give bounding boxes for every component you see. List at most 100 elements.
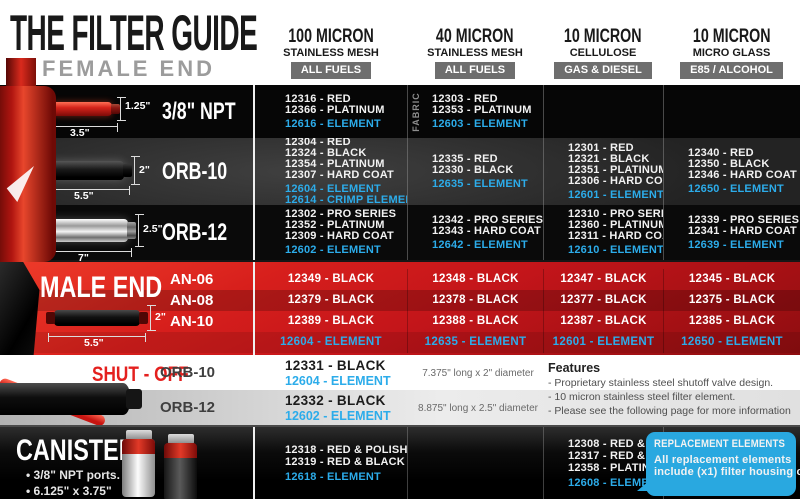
filter-cylinder: [54, 310, 140, 326]
part-list: 12304 - RED 12324 - BLACK 12354 - PLATINUM…: [255, 138, 407, 205]
part-line: 12307 - HARD COAT: [285, 169, 394, 181]
filter-cylinder: [48, 219, 128, 242]
part-line: 12340 - RED: [688, 147, 754, 159]
part-line: 12343 - HARD COAT: [432, 224, 541, 237]
valve-body: [0, 383, 142, 415]
fuel-badge: ALL FUELS: [290, 62, 372, 79]
part-line: 12354 - PLATINUM: [285, 158, 385, 170]
part-line: 12635 - ELEMENT: [432, 177, 528, 190]
length-dim-label: 5.5": [84, 337, 104, 349]
part-line: 12330 - BLACK: [432, 163, 514, 176]
part-line: 12350 - BLACK: [688, 158, 770, 170]
row-3-8-npt: 1.25" 3.5" 3/8" NPT 12316 - RED 12366 - P…: [0, 85, 800, 139]
fuel-badge: E85 / ALCOHOL: [680, 62, 783, 79]
part-line: 12610 - ELEMENT: [568, 244, 663, 256]
part-list: 12302 - PRO SERIES 12352 - PLATINUM 12309 …: [255, 205, 407, 260]
part-line: 12303 - RED: [432, 92, 498, 105]
part-line: 12339 - PRO SERIES: [688, 213, 800, 226]
column-header-10-micron-cellulose: 10 MICRON CELLULOSE GAS & DIESEL: [543, 0, 663, 85]
male-part-table: 12349 - BLACK 12348 - BLACK 12347 - BLAC…: [255, 262, 800, 353]
part-number: 12375 - BLACK: [663, 290, 800, 311]
element-number: 12602 - ELEMENT: [285, 408, 391, 423]
media-type: STAINLESS MESH: [283, 47, 379, 59]
element-row: 12604 - ELEMENT 12635 - ELEMENT 12601 - …: [255, 332, 800, 353]
note-line: All replacement elements: [654, 454, 792, 466]
shut-off-heading: SHUT - OFF: [92, 363, 189, 386]
length-dim-label: 5.5": [74, 190, 94, 202]
black-inline-filter-image: 2" 5.5": [44, 138, 152, 205]
orb-12-label: ORB-12: [160, 399, 216, 416]
part-line: 12311 - HARD COAT: [568, 230, 663, 242]
part-line: 12618 - ELEMENT: [285, 470, 381, 483]
replacement-elements-cell: REPLACEMENT ELEMENTS All replacement ele…: [637, 427, 800, 499]
part-number: 12332 - BLACK: [285, 393, 386, 408]
male-end-label-area: MALE END AN-06 AN-08 AN-10 2" 5.5": [0, 262, 255, 355]
row-label: 3/8" NPT: [162, 97, 236, 125]
part-number: 12345 - BLACK: [663, 269, 800, 290]
part-list-empty: [543, 85, 663, 138]
height-dim-label: 2": [155, 311, 166, 323]
length-dim-label: 3.5": [70, 127, 90, 139]
part-line: 12341 - HARD COAT: [688, 224, 797, 237]
feature-item: - Proprietary stainless steel shutoff va…: [548, 377, 774, 389]
part-line: 12321 - BLACK: [568, 152, 650, 165]
size-note: 8.875" long x 2.5" diameter: [418, 403, 538, 414]
canister-specs: • 3/8" NPT ports. • 6.125" x 3.75": [26, 467, 120, 499]
part-line: 12616 - ELEMENT: [285, 117, 381, 130]
column-header-40-micron: 40 MICRON STAINLESS MESH ALL FUELS: [407, 0, 543, 85]
part-line: 12351 - PLATINUM: [568, 163, 663, 176]
canister-heading: CANISTER: [16, 434, 136, 467]
note-line: include (x1) filter housing o-ring: [654, 466, 800, 478]
replacement-elements-box: REPLACEMENT ELEMENTS All replacement ele…: [637, 432, 800, 496]
red-filter-artwork: [0, 58, 60, 262]
an-06-row: 12349 - BLACK 12348 - BLACK 12347 - BLAC…: [255, 269, 800, 290]
spec-bullet: • 6.125" x 3.75": [26, 484, 112, 499]
part-line: 12614 - CRIMP ELEMENT: [285, 194, 407, 206]
row-label: ORB-10: [162, 157, 228, 185]
part-list-empty: [663, 85, 800, 138]
column-header-10-micron-glass: 10 MICRON MICRO GLASS E85 / ALCOHOL: [663, 0, 800, 85]
element-number: 12635 - ELEMENT: [407, 332, 543, 353]
part-line: 12353 - PLATINUM: [432, 103, 532, 116]
red-inline-filter-image: 1.25" 3.5": [44, 85, 152, 139]
mounting-bracket: [126, 430, 152, 440]
height-dim-label: 2": [139, 164, 150, 176]
part-line: 12601 - ELEMENT: [568, 188, 663, 201]
micron-rating: 100 MICRON: [288, 26, 374, 47]
features-block: Features - Proprietary stainless steel s…: [548, 361, 793, 419]
row-orb-12: 2.5" 7" ORB-12 12302 - PRO SERIES 12352 -…: [0, 205, 800, 264]
length-dim-label: 7": [78, 252, 89, 264]
canister-label-area: CANISTER • 3/8" NPT ports. • 6.125" x 3.7…: [0, 427, 255, 499]
shutoff-parts-orb12: 12332 - BLACK 12602 - ELEMENT: [285, 393, 391, 423]
part-number: 12385 - BLACK: [663, 311, 800, 332]
size-note: 7.375" long x 2" diameter: [422, 368, 534, 379]
height-measure-line: [135, 214, 144, 247]
element-number: 12604 - ELEMENT: [280, 336, 382, 348]
part-line: 12639 - ELEMENT: [688, 238, 784, 251]
part-list: 12340 - RED 12350 - BLACK 12346 - HARD COA…: [663, 138, 800, 205]
element-number: 12601 - ELEMENT: [543, 332, 663, 353]
part-line: 12302 - PRO SERIES: [285, 208, 397, 220]
part-line: 12309 - HARD COAT: [285, 230, 394, 242]
part-line: 12342 - PRO SERIES: [432, 213, 543, 226]
part-list: FABRIC 12303 - RED 12353 - PLATINUM 12603 …: [407, 85, 543, 138]
height-measure-line: [131, 156, 140, 185]
part-line: 12602 - ELEMENT: [285, 244, 381, 256]
part-line: 12346 - HARD COAT: [688, 169, 797, 181]
part-line: 12360 - PLATINUM: [568, 219, 663, 231]
part-list: 12318 - RED & POLISH 12319 - RED & BLACK 1…: [255, 427, 407, 499]
canister-part-table: 12318 - RED & POLISH 12319 - RED & BLACK 1…: [255, 427, 800, 499]
chrome-inline-filter-image: 2.5" 7": [42, 205, 163, 264]
part-line: 12650 - ELEMENT: [688, 183, 784, 195]
features-title: Features: [548, 361, 601, 375]
an-10-label: AN-10: [170, 313, 214, 330]
features-list: - Proprietary stainless steel shutoff va…: [548, 376, 793, 419]
an-06-label: AN-06: [170, 271, 214, 288]
element-number: 12604 - ELEMENT: [285, 373, 391, 388]
part-line: 12335 - RED: [432, 152, 498, 165]
column-headers: 100 MICRON STAINLESS MESH ALL FUELS 40 M…: [255, 0, 800, 85]
fabric-note: FABRIC: [411, 91, 421, 132]
orb-10-label: ORB-10: [160, 364, 216, 381]
column-header-100-micron: 100 MICRON STAINLESS MESH ALL FUELS: [255, 0, 407, 85]
micron-rating: 40 MICRON: [436, 26, 514, 47]
